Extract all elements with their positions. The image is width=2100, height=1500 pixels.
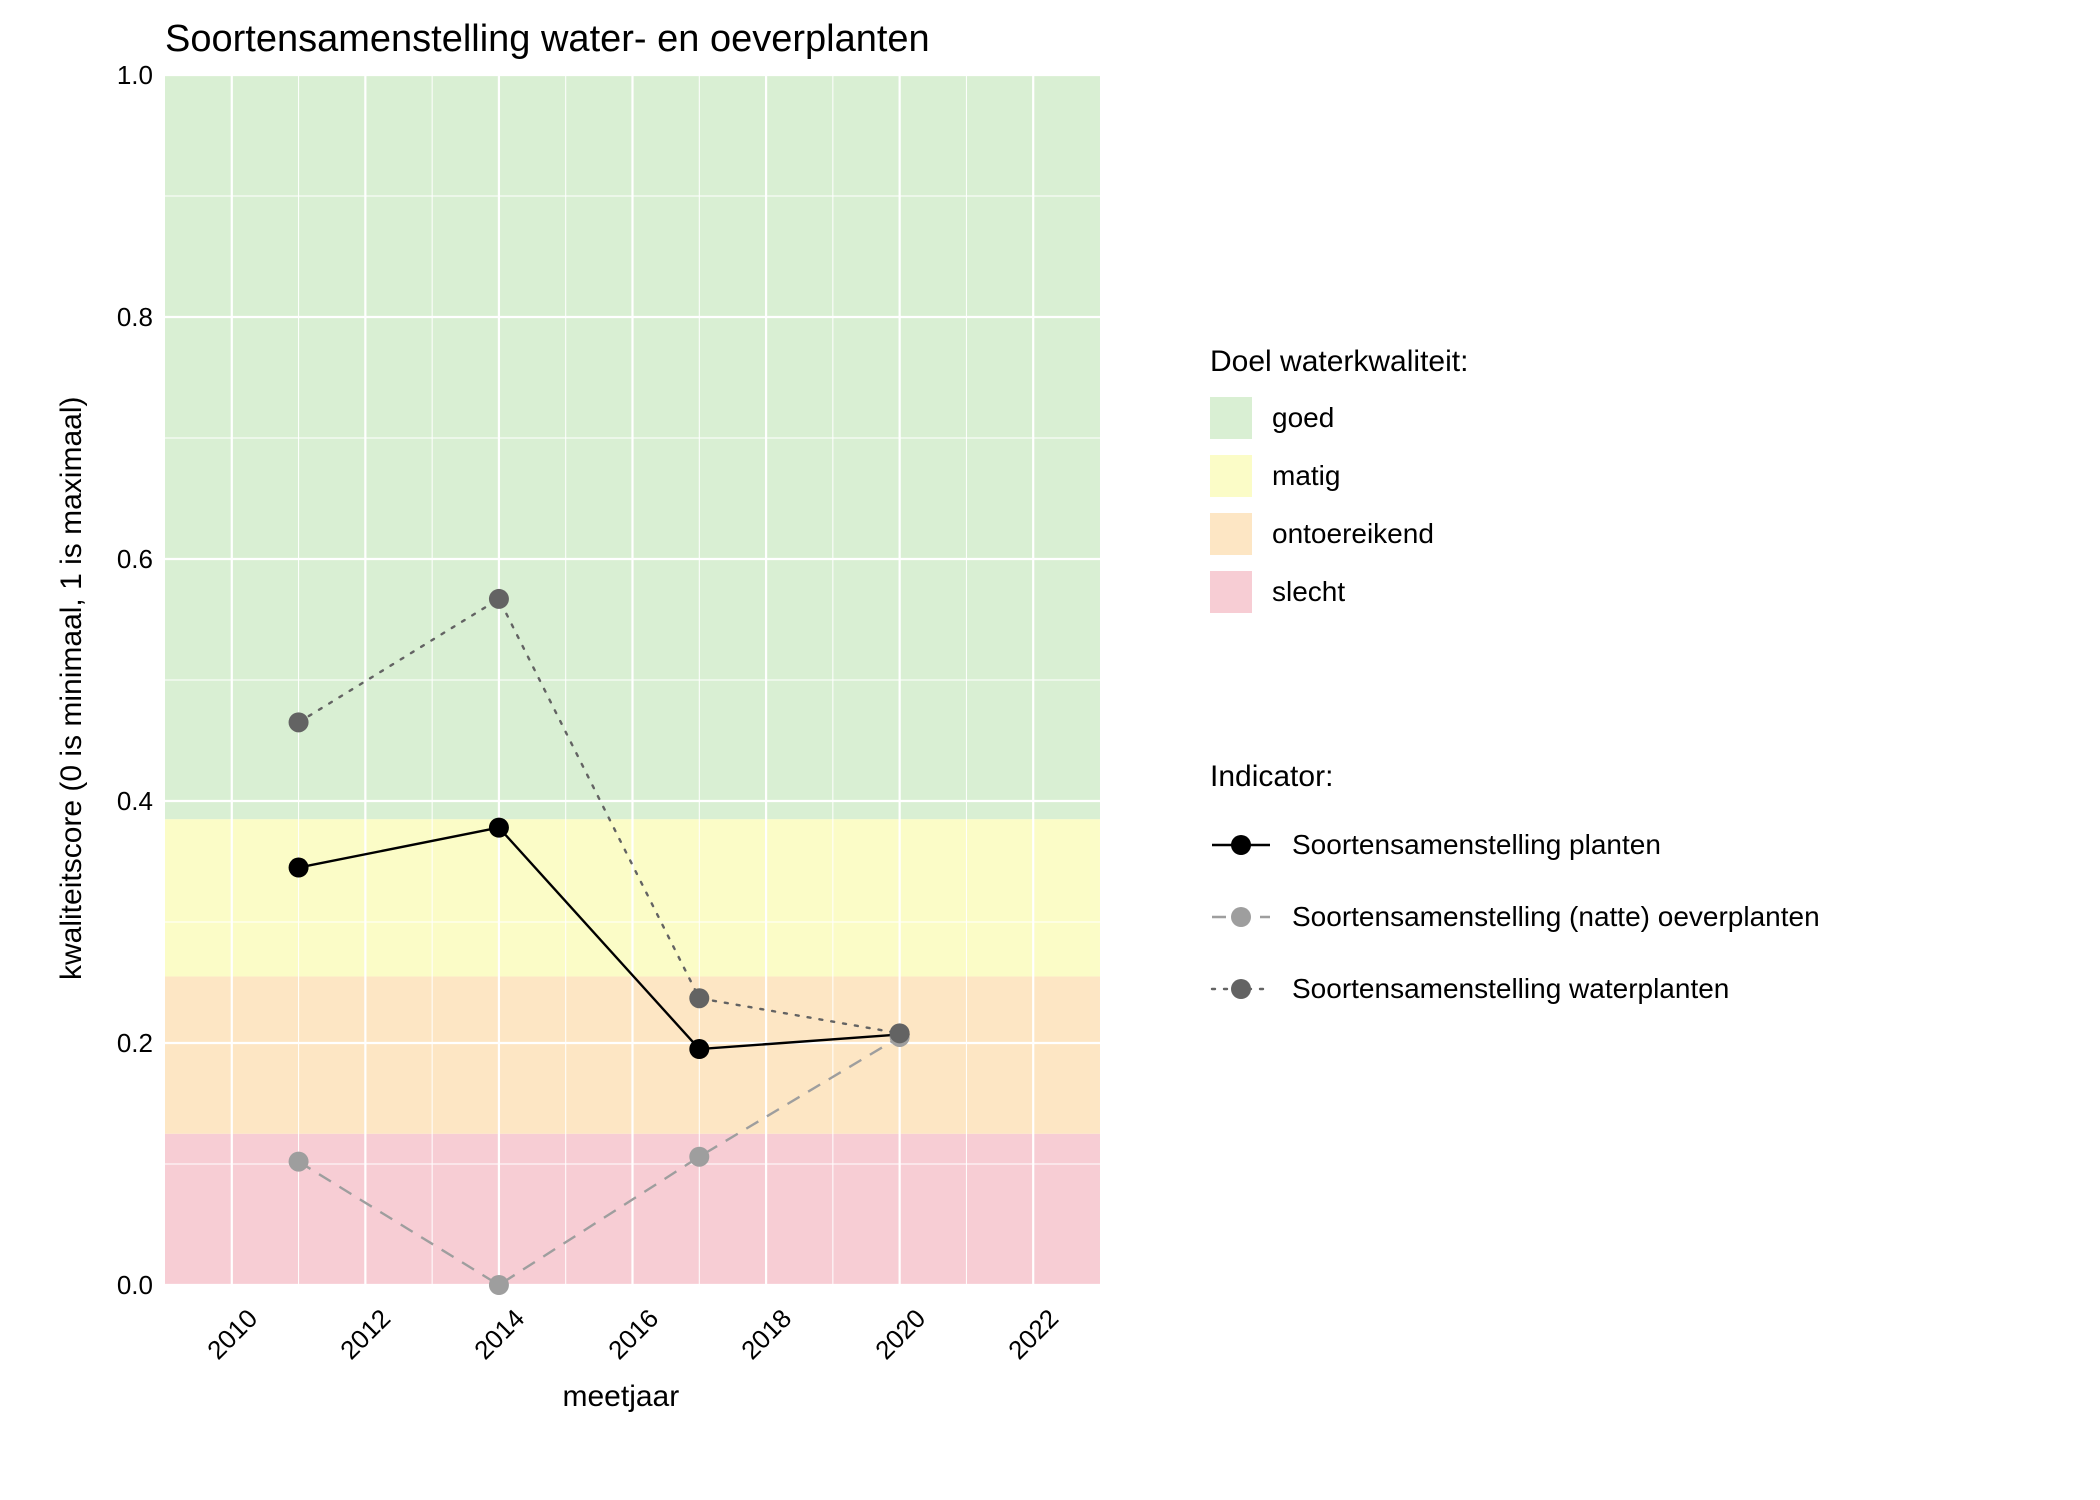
series-point	[289, 858, 309, 878]
series-point	[489, 589, 509, 609]
legend-band-label: matig	[1272, 460, 1340, 492]
legend-swatch	[1210, 571, 1252, 613]
series-point	[689, 988, 709, 1008]
legend-line-sample	[1210, 824, 1272, 866]
x-tick-label: 2018	[727, 1303, 798, 1374]
legend-band-label: goed	[1272, 402, 1334, 434]
x-tick-label: 2014	[459, 1303, 530, 1374]
chart-title: Soortensamenstelling water- en oeverplan…	[165, 18, 930, 61]
x-tick-label: 2016	[593, 1303, 664, 1374]
legend-series-item: Soortensamenstelling (natte) oeverplante…	[1210, 896, 1820, 938]
legend-band-label: slecht	[1272, 576, 1345, 608]
legend-band-label: ontoereikend	[1272, 518, 1434, 550]
y-axis-label: kwaliteitscore (0 is minimaal, 1 is maxi…	[55, 397, 89, 980]
chart-container: Soortensamenstelling water- en oeverplan…	[0, 0, 2100, 1500]
legend-series-item: Soortensamenstelling planten	[1210, 824, 1820, 866]
y-tick-label: 0.4	[117, 786, 153, 817]
legend-series-item: Soortensamenstelling waterplanten	[1210, 968, 1820, 1010]
x-axis-label: meetjaar	[563, 1380, 680, 1414]
legend-band-item: goed	[1210, 397, 1468, 439]
series-point	[689, 1039, 709, 1059]
legend-band-item: matig	[1210, 455, 1468, 497]
legend-series-label: Soortensamenstelling (natte) oeverplante…	[1292, 901, 1820, 933]
y-tick-label: 1.0	[117, 60, 153, 91]
series-point	[890, 1023, 910, 1043]
legend-bands-title: Doel waterkwaliteit:	[1210, 345, 1468, 379]
legend-band-item: ontoereikend	[1210, 513, 1468, 555]
x-tick-label: 2010	[192, 1303, 263, 1374]
legend-series-label: Soortensamenstelling waterplanten	[1292, 973, 1729, 1005]
series-point	[289, 1152, 309, 1172]
legend-quality-bands: Doel waterkwaliteit: goed matig ontoereiken…	[1210, 345, 1468, 613]
y-tick-label: 0.6	[117, 544, 153, 575]
series-point	[689, 1147, 709, 1167]
legend-band-item: slecht	[1210, 571, 1468, 613]
series-point	[289, 712, 309, 732]
y-tick-label: 0.2	[117, 1028, 153, 1059]
legend-line-sample	[1210, 896, 1272, 938]
legend-line-sample	[1210, 968, 1272, 1010]
plot-area	[165, 75, 1100, 1285]
legend-series-title: Indicator:	[1210, 760, 1820, 794]
x-tick-label: 2022	[994, 1303, 1065, 1374]
y-tick-label: 0.0	[117, 1270, 153, 1301]
legend-swatch	[1210, 513, 1252, 555]
legend-swatch	[1210, 397, 1252, 439]
legend-series-label: Soortensamenstelling planten	[1292, 829, 1661, 861]
y-tick-label: 0.8	[117, 302, 153, 333]
series-point	[489, 1275, 509, 1295]
legend-swatch	[1210, 455, 1252, 497]
x-tick-label: 2020	[860, 1303, 931, 1374]
legend-indicators: Indicator: Soortensamenstelling planten So…	[1210, 760, 1820, 1010]
x-tick-label: 2012	[326, 1303, 397, 1374]
series-point	[489, 818, 509, 838]
